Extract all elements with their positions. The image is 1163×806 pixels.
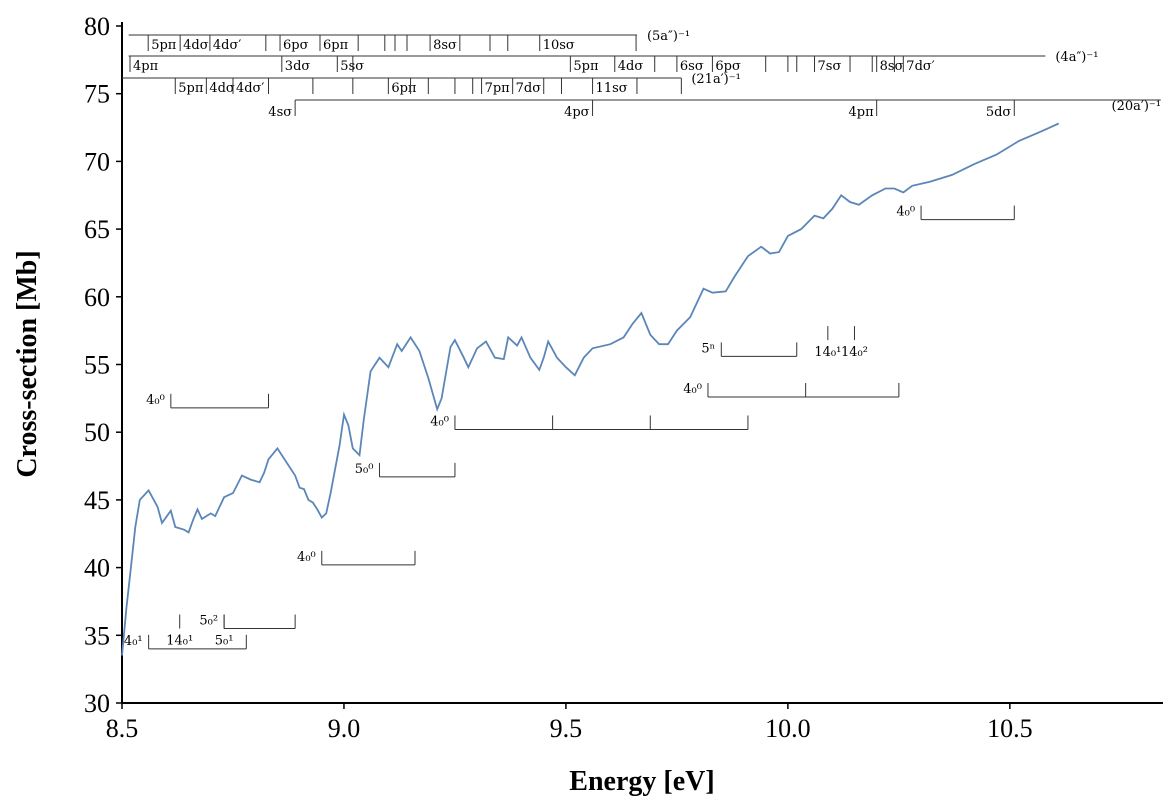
state-label: 4pσ (564, 105, 590, 120)
progression-label: 5₀¹ (215, 634, 234, 649)
y-tick-label: 30 (84, 689, 110, 718)
x-tick-label: 10.0 (765, 714, 811, 743)
state-label: 4sσ (268, 105, 292, 120)
state-label: 5dσ (986, 105, 1012, 120)
y-tick-label: 40 (84, 554, 110, 583)
y-tick-label: 35 (84, 621, 110, 650)
state-label: 6pπ (391, 81, 417, 96)
y-axis-title: Cross-section [Mb] (12, 250, 43, 477)
state-label: 8sσ (880, 59, 904, 74)
assignment-label: (21a′)⁻¹ (691, 72, 740, 87)
progression-label: 4₀¹ (124, 634, 143, 649)
y-tick-label: 80 (84, 12, 110, 41)
state-label: 7sσ (818, 59, 842, 74)
progression-label: 5₀² (199, 614, 218, 629)
state-label: 4dσ′ (213, 38, 241, 53)
assignment-label: (5a″)⁻¹ (647, 29, 690, 44)
progression-label: 5₀⁰ (355, 462, 374, 477)
state-label: 10sσ (543, 38, 575, 53)
assignment-label: (20a′)⁻¹ (1112, 99, 1161, 114)
x-tick-label: 8.5 (106, 714, 139, 743)
state-label: 5pπ (151, 38, 177, 53)
state-label: 4dσ′ (236, 81, 264, 96)
progression-label: 4₀⁰ (430, 414, 449, 429)
progression-label: 4₀⁰ (297, 550, 316, 565)
state-label: 4dσ (209, 81, 235, 96)
state-label: 5pπ (178, 81, 204, 96)
y-tick-label: 45 (84, 486, 110, 515)
state-label: 3dσ (285, 59, 311, 74)
state-label: 4dσ (183, 38, 209, 53)
progression-label: 5ⁿ (701, 341, 715, 356)
x-tick-label: 10.5 (987, 714, 1033, 743)
state-label: 11sσ (596, 81, 628, 96)
data-line (121, 122, 1060, 656)
state-label: 7dσ′ (906, 59, 934, 74)
state-label: 6pσ (715, 59, 741, 74)
state-label: 8sσ (433, 38, 457, 53)
state-label: 4pπ (133, 59, 159, 74)
x-axis-title: Energy [eV] (569, 766, 714, 797)
state-label: 4dσ (618, 59, 644, 74)
progression-label: 14₀¹ (166, 634, 193, 649)
y-tick-label: 50 (84, 418, 110, 447)
state-label: 6sσ (680, 59, 704, 74)
y-tick-label: 65 (84, 215, 110, 244)
assignment-label: (4a″)⁻¹ (1055, 50, 1098, 65)
state-label: 5sσ (340, 59, 364, 74)
y-tick-label: 60 (84, 283, 110, 312)
progression-label: 14₀¹ (814, 345, 841, 360)
progression-label: 14₀² (841, 345, 868, 360)
y-tick-label: 75 (84, 80, 110, 109)
x-tick-label: 9.0 (328, 714, 361, 743)
state-label: 7dσ (516, 81, 542, 96)
progression-label: 4₀⁰ (683, 382, 702, 397)
state-label: 7pπ (485, 81, 511, 96)
progression-label: 4₀⁰ (146, 393, 165, 408)
progression-label: 4₀⁰ (896, 205, 915, 220)
y-tick-label: 70 (84, 147, 110, 176)
y-tick-label: 55 (84, 351, 110, 380)
state-label: 5pπ (573, 59, 599, 74)
state-label: 6pσ (283, 38, 309, 53)
x-tick-label: 9.5 (550, 714, 583, 743)
state-label: 4pπ (849, 105, 875, 120)
state-label: 6pπ (323, 38, 349, 53)
